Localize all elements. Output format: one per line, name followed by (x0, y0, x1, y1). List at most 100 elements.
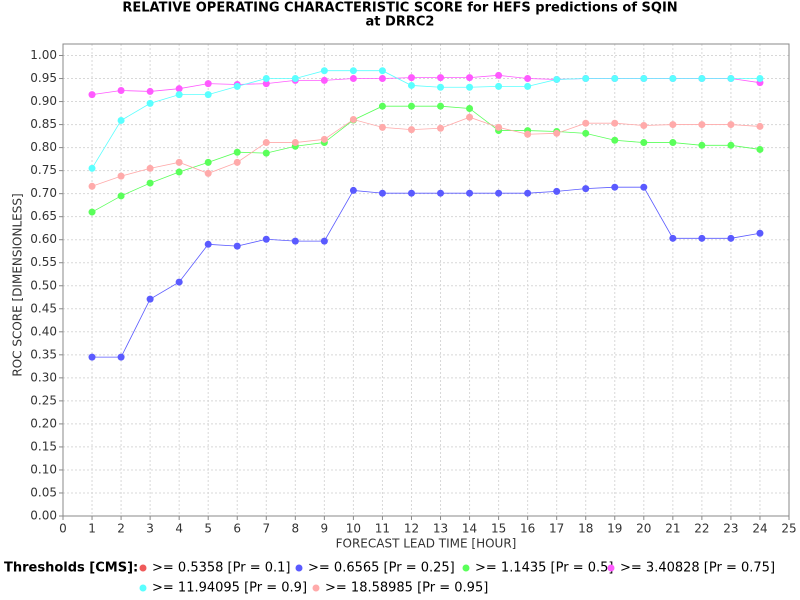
data-point (524, 75, 532, 83)
data-point (407, 102, 415, 110)
data-point (262, 139, 270, 147)
data-point (582, 129, 590, 137)
x-tick-label: 9 (321, 522, 329, 536)
data-point (407, 81, 415, 89)
data-point (466, 189, 474, 197)
legend-marker (462, 564, 470, 572)
data-point (175, 278, 183, 286)
legend-label: >= 0.5358 [Pr = 0.1] (152, 561, 290, 576)
data-point (582, 119, 590, 127)
data-point (640, 75, 648, 83)
data-point (524, 130, 532, 138)
data-point (378, 75, 386, 83)
data-point (88, 353, 96, 361)
data-point (117, 353, 125, 361)
data-point (437, 189, 445, 197)
x-tick-label: 25 (781, 522, 796, 536)
data-point (320, 67, 328, 75)
y-tick-label: 0.90 (30, 94, 57, 108)
y-tick-label: 0.10 (30, 462, 57, 476)
data-point (640, 122, 648, 130)
x-tick-label: 16 (520, 522, 535, 536)
data-point (640, 139, 648, 147)
data-point (204, 91, 212, 99)
y-tick-label: 0.40 (30, 324, 57, 338)
data-point (407, 126, 415, 134)
data-point (640, 183, 648, 191)
y-tick-label: 0.60 (30, 232, 57, 246)
data-point (466, 113, 474, 121)
data-point (756, 145, 764, 153)
series-line (91, 70, 760, 169)
y-tick-label: 0.85 (30, 117, 57, 131)
x-tick-label: 3 (146, 522, 154, 536)
data-point (437, 83, 445, 91)
x-tick-label: 2 (117, 522, 125, 536)
y-tick-label: 0.80 (30, 140, 57, 154)
data-point (756, 75, 764, 83)
y-tick-label: 0.50 (30, 278, 57, 292)
data-point (88, 91, 96, 99)
data-point (669, 75, 677, 83)
y-tick-label: 0.05 (30, 485, 57, 499)
x-tick-label: 18 (578, 522, 593, 536)
legend-marker (295, 564, 303, 572)
data-point (204, 80, 212, 88)
data-point (146, 295, 154, 303)
data-point (727, 234, 735, 242)
x-tick-label: 6 (233, 522, 241, 536)
series-line (91, 116, 760, 187)
data-point (233, 148, 241, 156)
data-point (117, 116, 125, 124)
data-point (698, 234, 706, 242)
x-tick-label: 14 (462, 522, 477, 536)
data-point (262, 235, 270, 243)
y-tick-label: 0.75 (30, 163, 57, 177)
y-tick-label: 0.70 (30, 186, 57, 200)
data-point (611, 75, 619, 83)
x-tick-label: 11 (375, 522, 390, 536)
data-point (611, 183, 619, 191)
data-point (582, 75, 590, 83)
data-point (146, 87, 154, 95)
data-point (349, 75, 357, 83)
data-point (88, 182, 96, 190)
legend-title: Thresholds [CMS]: (4, 561, 138, 576)
data-point (669, 139, 677, 147)
data-point (175, 85, 183, 93)
data-point (233, 242, 241, 250)
data-point (553, 129, 561, 137)
data-point (349, 116, 357, 124)
x-tick-label: 20 (636, 522, 651, 536)
data-point (495, 189, 503, 197)
data-point (291, 237, 299, 245)
legend-label: >= 3.40828 [Pr = 0.75] (620, 561, 775, 576)
x-tick-label: 22 (694, 522, 709, 536)
y-tick-label: 0.95 (30, 71, 57, 85)
x-tick-label: 4 (175, 522, 183, 536)
data-point (698, 121, 706, 129)
data-point (756, 229, 764, 237)
data-point (117, 172, 125, 180)
legend-label: >= 18.58985 [Pr = 0.95] (325, 581, 488, 596)
data-point (524, 82, 532, 90)
data-point (320, 76, 328, 84)
data-point (233, 158, 241, 166)
data-point (466, 83, 474, 91)
x-tick-label: 5 (204, 522, 212, 536)
data-point (88, 164, 96, 172)
data-point (727, 121, 735, 129)
data-point (204, 240, 212, 248)
data-point (378, 102, 386, 110)
y-tick-label: 0.15 (30, 439, 57, 453)
data-point (146, 179, 154, 187)
data-point (175, 158, 183, 166)
x-tick-label: 12 (404, 522, 419, 536)
data-point (727, 75, 735, 83)
data-point (204, 158, 212, 166)
chart-subtitle: at DRRC2 (366, 15, 435, 30)
data-point (117, 192, 125, 200)
data-point (204, 169, 212, 177)
data-point (349, 67, 357, 75)
data-point (611, 136, 619, 144)
